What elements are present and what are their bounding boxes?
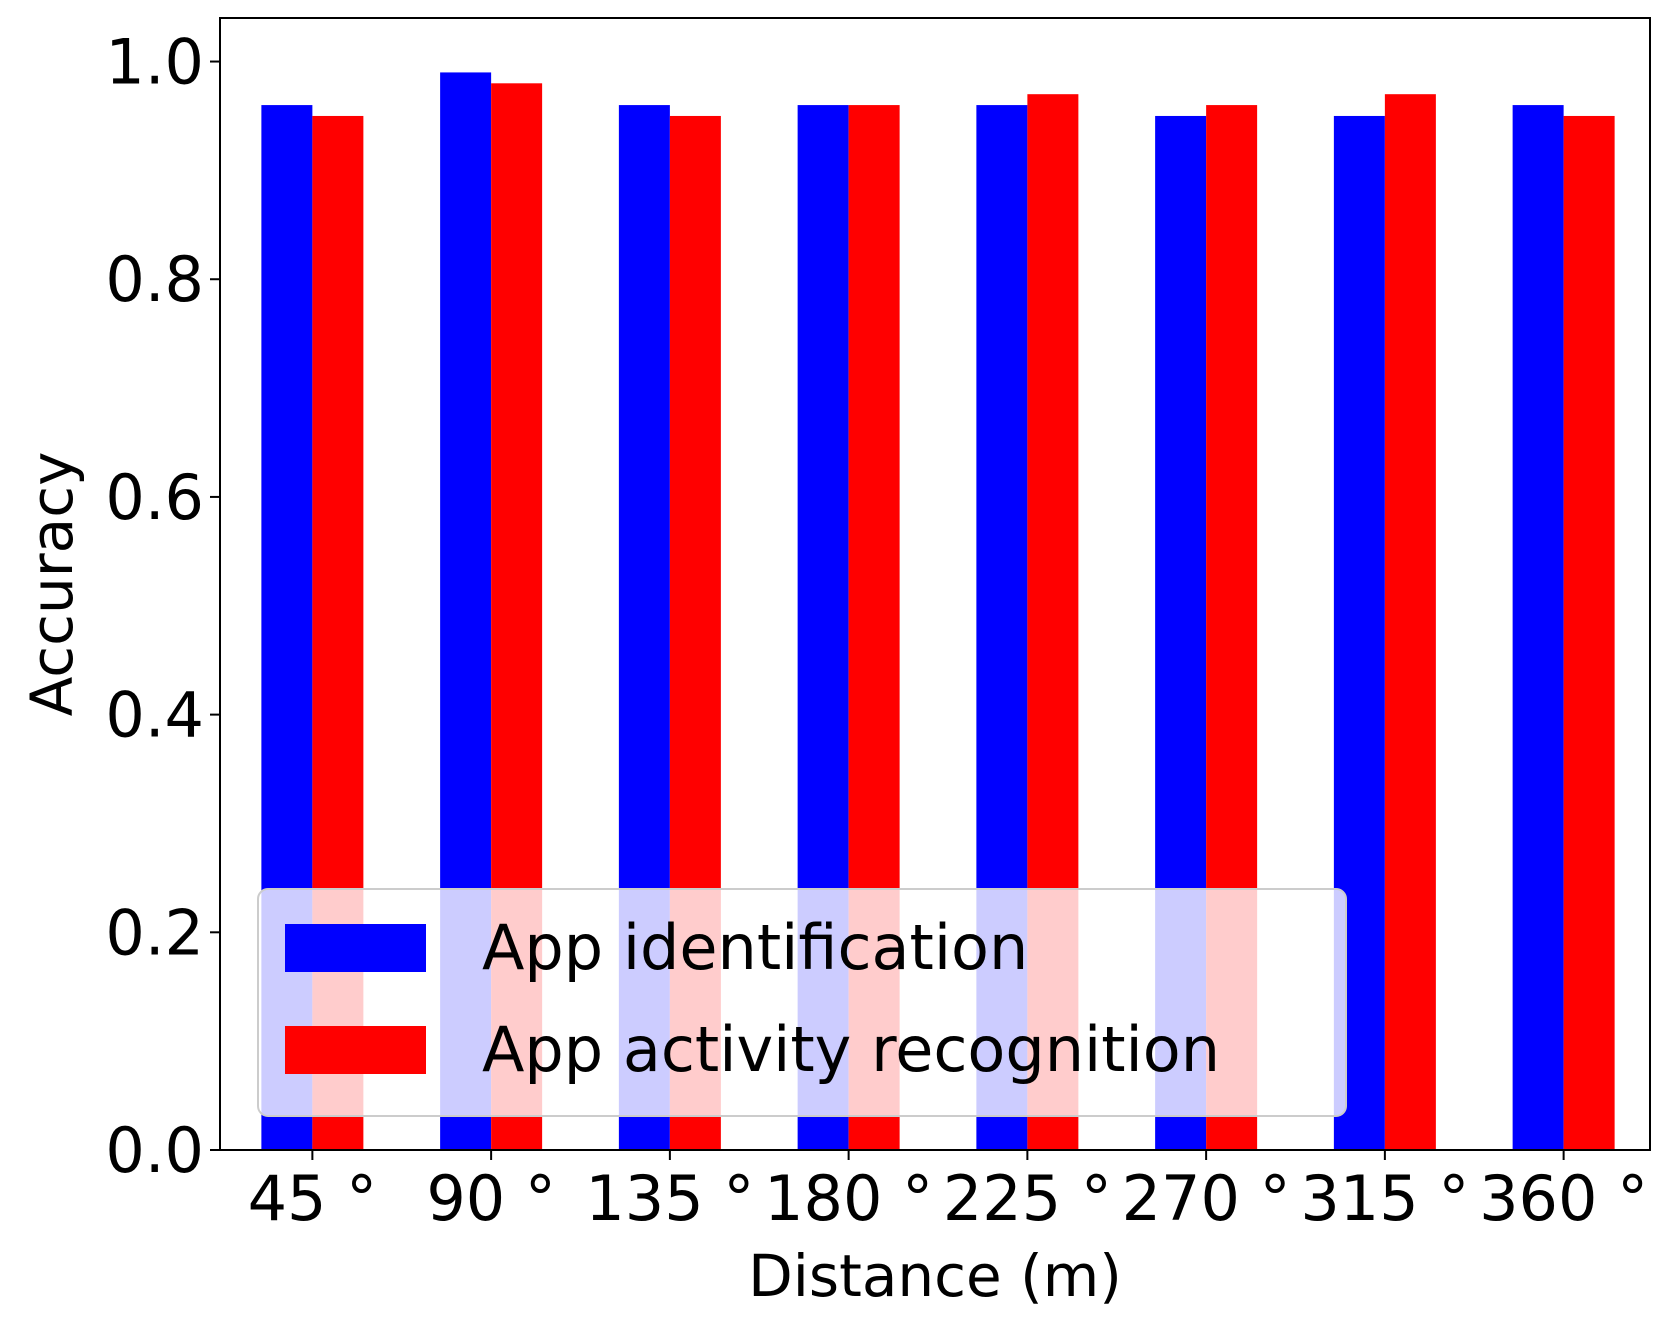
legend: App identification App activity recogniti…: [257, 888, 1347, 1117]
x-tick-label: 135 °: [585, 1162, 754, 1235]
bar-app-activity-recognition: [1384, 94, 1436, 1151]
x-tick-label: 315 °: [1300, 1162, 1469, 1235]
legend-label: App activity recognition: [482, 1013, 1220, 1086]
bar-app-identification: [1512, 105, 1564, 1151]
y-tick-label: 0.4: [105, 679, 204, 752]
y-tick-label: 1.0: [105, 26, 204, 99]
x-tick-label: 225 °: [943, 1162, 1112, 1235]
x-axis: 45 ° 90 ° 135 ° 180 ° 225 ° 270 ° 315 ° 360 °: [248, 1150, 1648, 1235]
legend-box: [257, 888, 1347, 1117]
x-tick-label: 360 °: [1479, 1162, 1648, 1235]
x-axis-label: Distance (m): [748, 1242, 1122, 1310]
x-tick-label: 45 °: [248, 1162, 378, 1235]
legend-swatch: [285, 924, 426, 972]
bar-app-activity-recognition: [1563, 115, 1615, 1150]
x-tick-label: 90 °: [426, 1162, 556, 1235]
y-tick-label: 0.8: [105, 243, 204, 316]
y-tick-label: 0.0: [105, 1114, 204, 1187]
x-tick-label: 270 °: [1122, 1162, 1291, 1235]
y-tick-label: 0.6: [105, 461, 204, 534]
y-tick-label: 0.2: [105, 896, 204, 969]
x-tick-label: 180 °: [764, 1162, 933, 1235]
y-axis-label: Accuracy: [18, 452, 86, 717]
legend-swatch: [285, 1026, 426, 1074]
plot-frame: [219, 17, 1651, 1151]
y-axis: 0.0 0.2 0.4 0.6 0.8 1.0: [105, 26, 220, 1187]
legend-label: App identification: [482, 911, 1028, 984]
